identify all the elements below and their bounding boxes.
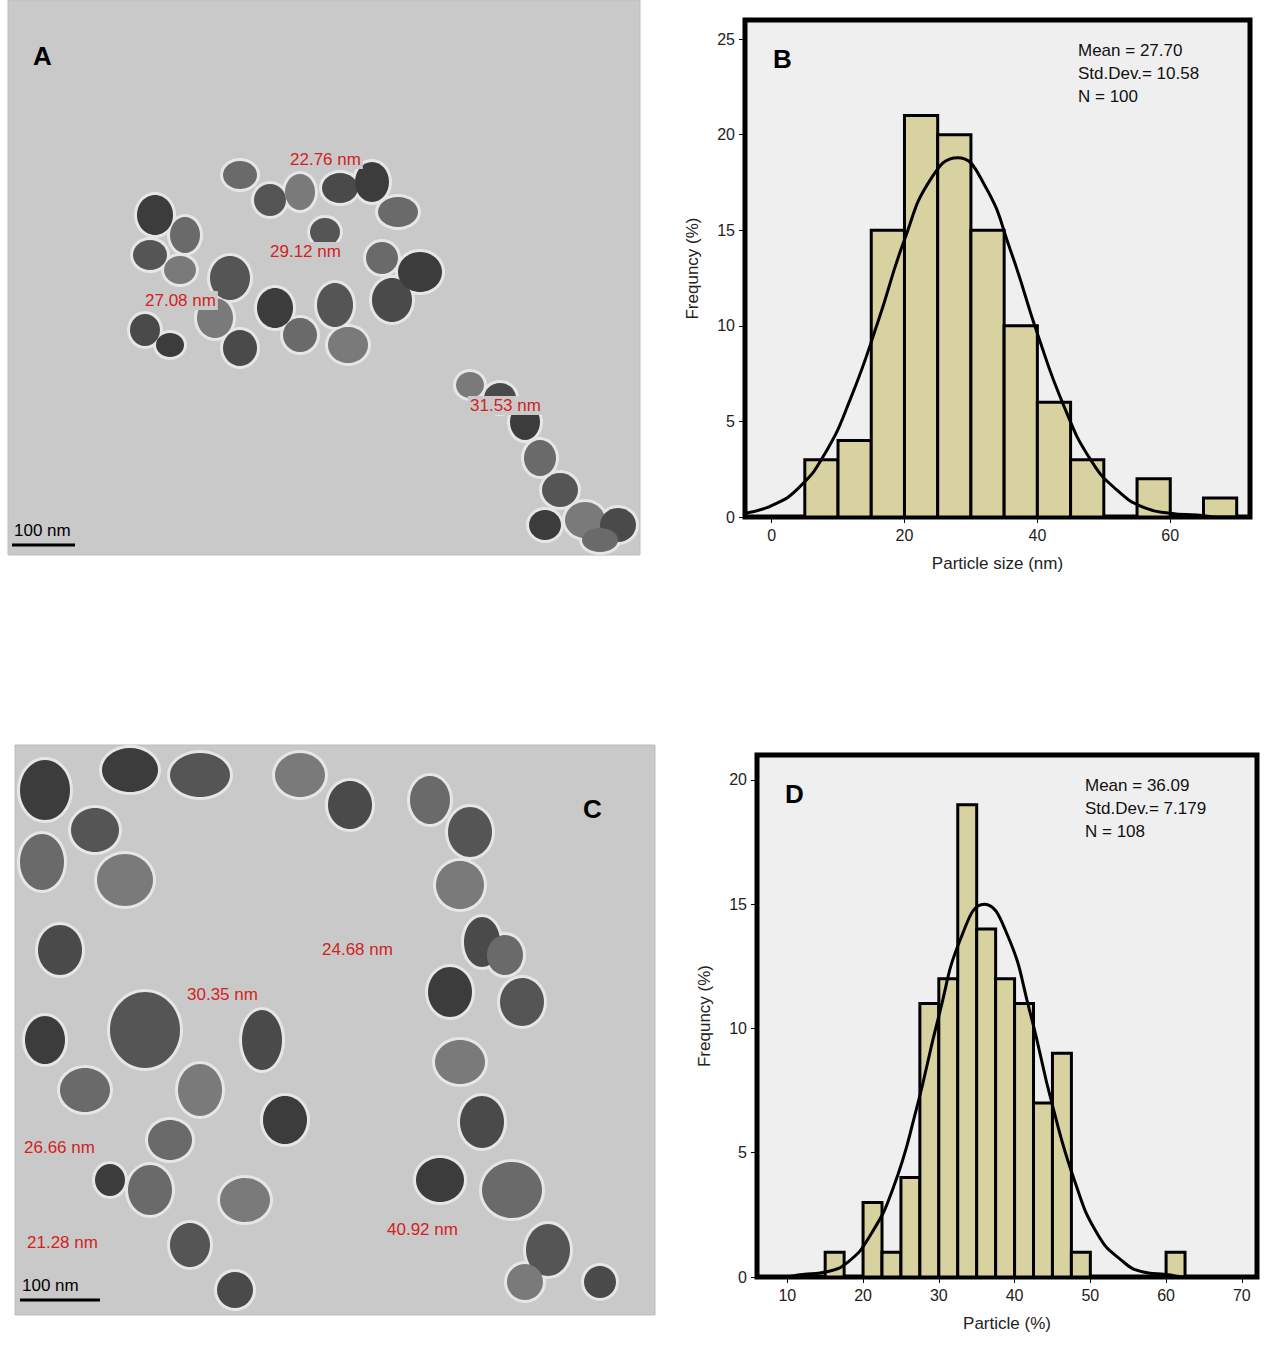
svg-text:10: 10 xyxy=(729,1020,747,1037)
svg-text:21.28 nm: 21.28 nm xyxy=(27,1233,98,1252)
svg-text:Std.Dev.= 7.179: Std.Dev.= 7.179 xyxy=(1085,799,1206,818)
svg-text:30: 30 xyxy=(930,1287,948,1304)
svg-text:10: 10 xyxy=(717,317,735,334)
svg-text:20: 20 xyxy=(729,771,747,788)
svg-text:20: 20 xyxy=(854,1287,872,1304)
svg-text:15: 15 xyxy=(729,896,747,913)
svg-text:27.08 nm: 27.08 nm xyxy=(145,291,216,310)
svg-text:0: 0 xyxy=(767,527,776,544)
svg-text:Frequncy (%): Frequncy (%) xyxy=(695,965,714,1067)
svg-text:Frequncy (%): Frequncy (%) xyxy=(683,217,702,319)
svg-text:40: 40 xyxy=(1028,527,1046,544)
svg-text:N = 100: N = 100 xyxy=(1078,87,1138,106)
svg-text:100 nm: 100 nm xyxy=(22,1276,79,1295)
svg-text:24.68 nm: 24.68 nm xyxy=(322,940,393,959)
svg-text:N = 108: N = 108 xyxy=(1085,822,1145,841)
svg-text:29.12 nm: 29.12 nm xyxy=(270,242,341,261)
svg-text:100 nm: 100 nm xyxy=(14,521,71,540)
svg-text:25: 25 xyxy=(717,31,735,48)
svg-text:B: B xyxy=(773,44,792,74)
svg-text:60: 60 xyxy=(1161,527,1179,544)
svg-text:Std.Dev.= 10.58: Std.Dev.= 10.58 xyxy=(1078,64,1199,83)
svg-text:70: 70 xyxy=(1233,1287,1251,1304)
svg-text:60: 60 xyxy=(1157,1287,1175,1304)
svg-text:26.66 nm: 26.66 nm xyxy=(24,1138,95,1157)
svg-text:40: 40 xyxy=(1006,1287,1024,1304)
svg-text:0: 0 xyxy=(726,509,735,526)
svg-text:A: A xyxy=(33,41,52,71)
svg-text:Particle size (nm): Particle size (nm) xyxy=(932,554,1063,573)
svg-text:20: 20 xyxy=(717,126,735,143)
svg-text:22.76 nm: 22.76 nm xyxy=(290,150,361,169)
svg-text:20: 20 xyxy=(896,527,914,544)
svg-text:50: 50 xyxy=(1081,1287,1099,1304)
svg-text:15: 15 xyxy=(717,222,735,239)
svg-text:40.92 nm: 40.92 nm xyxy=(387,1220,458,1239)
svg-text:Mean = 36.09: Mean = 36.09 xyxy=(1085,776,1189,795)
svg-text:5: 5 xyxy=(738,1144,747,1161)
svg-text:30.35 nm: 30.35 nm xyxy=(187,985,258,1004)
svg-text:5: 5 xyxy=(726,413,735,430)
svg-text:Mean = 27.70: Mean = 27.70 xyxy=(1078,41,1182,60)
svg-text:D: D xyxy=(785,779,804,809)
svg-text:10: 10 xyxy=(778,1287,796,1304)
svg-text:0: 0 xyxy=(738,1269,747,1286)
svg-text:31.53 nm: 31.53 nm xyxy=(470,396,541,415)
svg-text:C: C xyxy=(583,794,602,824)
svg-text:Particle (%): Particle (%) xyxy=(963,1314,1051,1333)
